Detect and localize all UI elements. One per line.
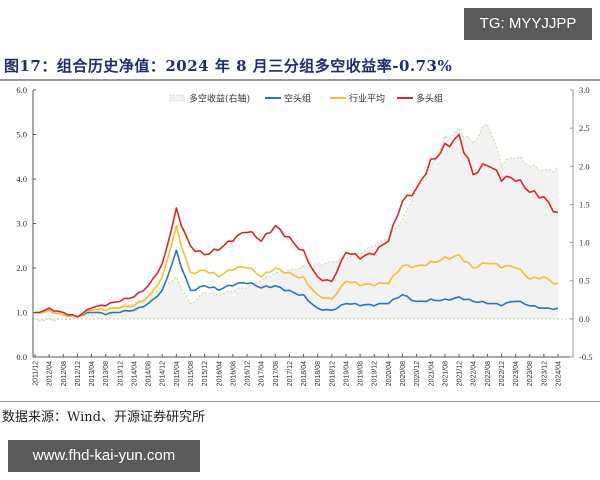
figure-title: 图17：组合历史净值：2024 年 8 月三分组多空收益率-0.73% [4,57,453,75]
svg-text:1.0: 1.0 [579,238,590,248]
svg-text:2014/12: 2014/12 [160,361,167,386]
svg-text:2.0: 2.0 [579,161,590,171]
svg-text:2017/04: 2017/04 [259,361,266,386]
svg-text:2016/04: 2016/04 [216,361,223,386]
svg-text:0.5: 0.5 [579,276,590,286]
svg-text:2019/08: 2019/08 [358,361,365,386]
svg-text:2015/12: 2015/12 [202,361,209,386]
svg-text:2012/12: 2012/12 [75,361,82,386]
long-short-line [34,123,559,322]
svg-text:-0.5: -0.5 [579,352,592,362]
svg-text:2017/12: 2017/12 [287,361,294,386]
svg-text:2023/08: 2023/08 [527,361,534,386]
svg-text:5.0: 5.0 [16,130,27,140]
svg-text:2.0: 2.0 [16,263,27,273]
long-short-fill [35,124,558,322]
series-line-3 [34,133,559,318]
chart-axes: 0.0 1.0 2.0 3.0 4.0 5.0 6.0 -0.5 0.0 0.5 1.0 1.5 2.0… [16,85,592,386]
net-value-chart: 0.0 1.0 2.0 3.0 4.0 5.0 6.0 -0.5 0.0 0.5 1.0 1.5 2.0… [16,85,592,386]
svg-text:2013/12: 2013/12 [117,361,124,386]
svg-text:2011/12: 2011/12 [33,361,40,386]
svg-text:2015/04: 2015/04 [174,361,181,386]
series-line-1 [34,249,559,318]
svg-text:0.0: 0.0 [16,352,27,362]
svg-text:2013/08: 2013/08 [103,361,110,386]
svg-text:2014/08: 2014/08 [146,361,153,386]
svg-text:2012/04: 2012/04 [47,361,54,386]
svg-text:1.0: 1.0 [16,308,27,318]
svg-text:2024/04: 2024/04 [556,361,563,386]
svg-text:2013/04: 2013/04 [89,361,96,386]
legend-label-0: 多空收益(右轴) [189,93,250,105]
svg-text:1.5: 1.5 [579,199,590,209]
title-divider [0,79,600,81]
watermark-top: TG: MYYJJPP [464,8,592,40]
series-line-2 [34,224,558,318]
source-divider [0,401,600,402]
svg-text:2020/04: 2020/04 [386,361,393,386]
svg-text:2019/04: 2019/04 [343,361,350,386]
svg-text:2023/04: 2023/04 [513,361,520,386]
svg-text:2019/12: 2019/12 [372,361,379,386]
svg-text:0.0: 0.0 [579,314,590,324]
chart-legend: 多空收益(右轴) 空头组 行业平均 多头组 [169,93,443,105]
svg-text:2.5: 2.5 [579,123,590,133]
svg-text:2016/08: 2016/08 [230,361,237,386]
legend-label-3: 多头组 [416,93,443,105]
series-lines [34,133,559,318]
svg-text:2018/04: 2018/04 [301,361,308,386]
svg-text:2018/12: 2018/12 [329,361,336,386]
svg-text:2022/12: 2022/12 [499,361,506,386]
svg-text:3.0: 3.0 [579,85,590,95]
watermark-bottom: www.fhd-kai-yun.com [8,440,200,472]
svg-text:6.0: 6.0 [16,85,27,95]
long-short-area [33,123,573,322]
svg-text:2016/12: 2016/12 [245,361,252,386]
svg-text:2022/08: 2022/08 [485,361,492,386]
svg-text:2020/12: 2020/12 [414,361,421,386]
svg-text:2021/12: 2021/12 [457,361,464,386]
svg-text:2022/04: 2022/04 [471,361,478,386]
svg-text:2014/04: 2014/04 [131,361,138,386]
svg-text:2012/08: 2012/08 [61,361,68,386]
svg-text:2021/08: 2021/08 [442,361,449,386]
svg-text:2023/12: 2023/12 [541,361,548,386]
svg-text:2018/08: 2018/08 [315,361,322,386]
svg-text:2021/04: 2021/04 [428,361,435,386]
svg-text:2015/08: 2015/08 [188,361,195,386]
legend-label-1: 空头组 [284,93,311,105]
svg-text:2020/08: 2020/08 [400,361,407,386]
data-source: 数据来源：Wind、开源证券研究所 [2,410,205,425]
svg-text:4.0: 4.0 [16,174,27,184]
legend-label-2: 行业平均 [349,93,385,105]
svg-text:3.0: 3.0 [16,219,27,229]
svg-text:2017/08: 2017/08 [273,361,280,386]
